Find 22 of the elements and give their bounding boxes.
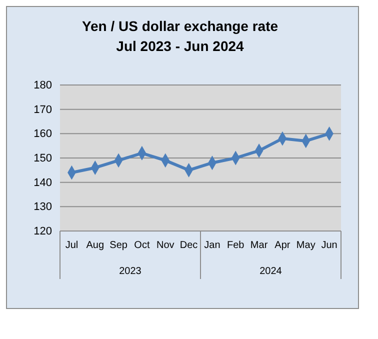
text: 2024 bbox=[260, 266, 282, 277]
y-tick-label: 130 bbox=[34, 201, 52, 214]
y-tick-label: 180 bbox=[34, 80, 52, 92]
x-tick-label: Nov bbox=[156, 240, 174, 252]
y-tick-label: 120 bbox=[34, 226, 52, 238]
x-tick-label: Mar bbox=[250, 240, 268, 252]
x-tick-label: Aug bbox=[86, 240, 104, 252]
x-tick-label: Jan bbox=[204, 240, 220, 252]
x-tick-label: Jul bbox=[65, 240, 78, 252]
x-tick-label: Feb bbox=[227, 240, 245, 252]
x-tick-label: May bbox=[296, 240, 316, 252]
x-tick-label: Dec bbox=[180, 240, 198, 252]
chart-title: Yen / US dollar exchange rate Jul 2023 - Jun 2024 bbox=[82, 18, 278, 54]
x-tick-label: Oct bbox=[134, 240, 150, 252]
text: 2023 bbox=[119, 266, 142, 277]
y-tick-label: 140 bbox=[34, 176, 52, 189]
y-tick-label: 170 bbox=[34, 104, 52, 116]
y-tick-label: 160 bbox=[34, 128, 52, 140]
x-tick-label: Jun bbox=[321, 240, 338, 252]
x-tick-label: Sep bbox=[110, 240, 128, 252]
y-tick-label: 150 bbox=[34, 152, 52, 165]
x-tick-label: Apr bbox=[274, 240, 291, 252]
